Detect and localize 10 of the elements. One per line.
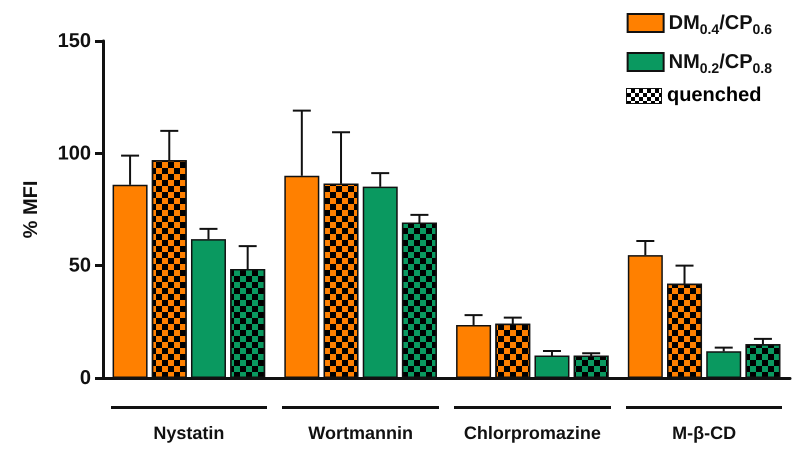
annotation: quenched: [667, 84, 762, 107]
y-tick-label: 100: [58, 142, 91, 164]
y-tick-label: 50: [68, 254, 91, 277]
x-tick-label: Chlorpromazine: [464, 423, 601, 443]
x-tick-label: Wortmannin: [308, 423, 413, 443]
x-tick-label: Nystatin: [153, 423, 224, 443]
y-tick-label: 0: [80, 367, 91, 389]
y-axis-title: % MFI: [20, 180, 42, 238]
x-tick-label: M-β-CD: [672, 423, 736, 443]
y-tick-label: 150: [58, 30, 91, 52]
